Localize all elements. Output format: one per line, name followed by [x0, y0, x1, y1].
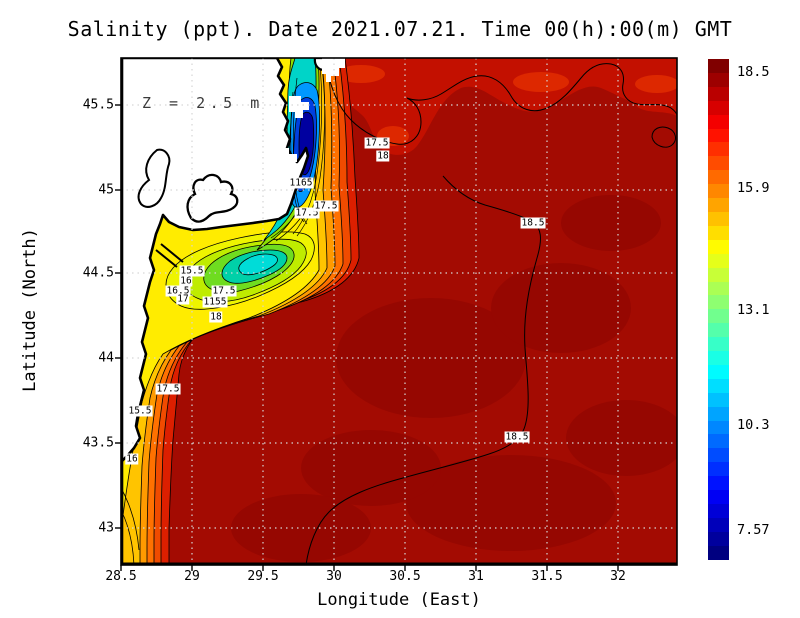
colorbar-segment	[708, 392, 729, 407]
axis-ticks	[115, 104, 619, 571]
contour-label: 18.5	[504, 431, 530, 443]
colorbar-segment	[708, 72, 729, 87]
depth-annotation: Z = 2.5 m	[142, 94, 264, 112]
colorbar-segment	[708, 476, 729, 491]
contour-18	[324, 58, 677, 145]
colorbar-tick-label: 10.3	[737, 417, 770, 433]
y-tick-label: 43	[98, 520, 114, 536]
y-tick-label: 44.5	[82, 265, 114, 281]
colorbar	[708, 59, 729, 560]
x-tick-label: 32	[610, 569, 626, 584]
colorbar-segment	[708, 378, 729, 393]
contour-label: 17.5	[294, 207, 320, 219]
bright-red-spots	[337, 65, 677, 146]
contour-label: 17	[176, 293, 190, 305]
colorbar-segment	[708, 517, 729, 532]
colorbar-segment	[708, 170, 729, 185]
y-tick-label: 44	[98, 350, 114, 366]
coastline	[121, 58, 310, 464]
colorbar-segment	[708, 420, 729, 435]
colorbar-segment	[708, 351, 729, 365]
contour-18p5	[305, 175, 541, 565]
sea-dark-mottling	[231, 195, 677, 562]
x-tick-label: 28.5	[105, 569, 137, 584]
contour-label: 18.5	[520, 217, 546, 229]
x-tick-label: 30.5	[389, 569, 421, 584]
colorbar-segment	[708, 462, 729, 477]
colorbar-segment	[708, 545, 729, 560]
contour-label: 16.5	[165, 285, 191, 297]
x-tick-label: 30	[326, 569, 342, 584]
colorbar-segment	[708, 295, 729, 310]
colorbar-segment	[708, 100, 729, 115]
colorbar-segment	[708, 142, 729, 157]
x-tick-label: 31.5	[531, 569, 563, 584]
colorbar-segment	[708, 184, 729, 199]
colorbar-tick-label: 7.57	[737, 522, 770, 538]
colorbar-segment	[708, 364, 729, 379]
colorbar-segment	[708, 309, 729, 324]
contour-18-loop	[651, 126, 676, 148]
colorbar-segment	[708, 128, 729, 143]
map-plot-area: 17.5 18 1165 17.5 17.5 15.5 16 16.5 17 17.5 1155 18…	[115, 57, 678, 571]
colorbar-segment	[708, 156, 729, 171]
contour-label: 16	[179, 275, 193, 287]
colorbar-segment	[708, 323, 729, 338]
colorbar-segment	[708, 406, 729, 421]
x-tick-label: 29.5	[247, 569, 279, 584]
contour-label: 17.5	[364, 137, 390, 149]
contour-label: 18	[209, 311, 223, 323]
colorbar-segment	[708, 490, 729, 504]
contour-label: 15.5	[179, 265, 205, 277]
colorbar-segment	[708, 225, 729, 240]
inland-lagoon-lines	[137, 148, 239, 268]
map-canvas	[115, 57, 678, 571]
colorbar-segment	[708, 239, 729, 254]
contour-label: 17.5	[155, 383, 181, 395]
colorbar-segment	[708, 267, 729, 282]
colorbar-segment	[708, 114, 729, 129]
colorbar-segment	[708, 86, 729, 101]
x-axis-title: Longitude (East)	[317, 590, 481, 610]
colorbar-tick-label: 13.1	[737, 302, 770, 318]
y-tick-label: 45	[98, 182, 114, 198]
x-tick-label: 31	[468, 569, 484, 584]
colorbar-segment	[708, 59, 729, 73]
colorbar-tick-label: 15.9	[737, 180, 770, 196]
y-axis-title: Latitude (North)	[20, 228, 40, 392]
bright-red-band	[321, 58, 677, 155]
y-tick-label: 43.5	[82, 435, 114, 451]
contour-label: 17.5	[313, 200, 339, 212]
contour-label: 17.5	[211, 285, 237, 297]
colorbar-segment	[708, 448, 729, 463]
page-title: Salinity (ppt). Date 2021.07.21. Time 00…	[67, 17, 733, 41]
colorbar-segment	[708, 434, 729, 449]
colorbar-segment	[708, 198, 729, 212]
colorbar-segment	[708, 281, 729, 296]
y-tick-label: 45.5	[82, 97, 114, 113]
colorbar-tick-label: 18.5	[737, 64, 770, 80]
contour-label: 15.5	[127, 405, 153, 417]
contour-label: 16	[125, 453, 139, 465]
contour-label: 1165	[288, 177, 314, 189]
contour-label: 18	[376, 150, 390, 162]
colorbar-segment	[708, 253, 729, 268]
graticule	[121, 58, 677, 565]
contour-label: 1155	[202, 296, 228, 308]
colorbar-segment	[708, 504, 729, 518]
colorbar-segment	[708, 531, 729, 546]
colorbar-segment	[708, 211, 729, 226]
x-tick-label: 29	[184, 569, 200, 584]
colorbar-segment	[708, 337, 729, 352]
